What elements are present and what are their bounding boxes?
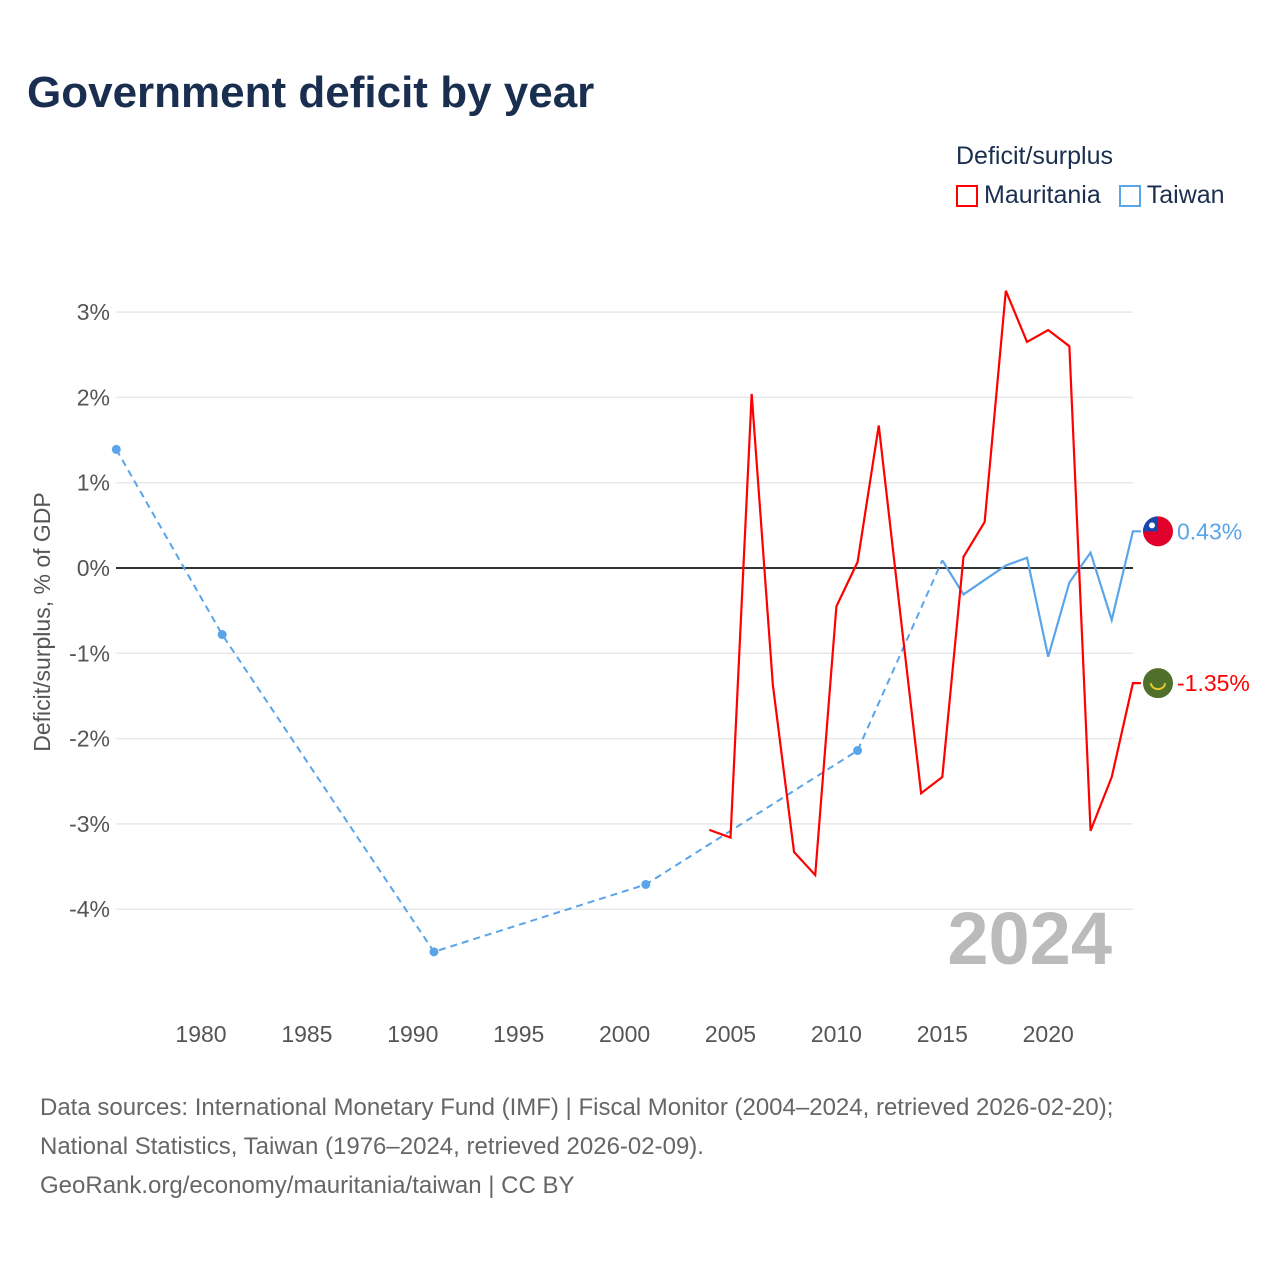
y-tick-label: 0% (77, 555, 110, 581)
mauritania-end-label: -1.35% (1177, 670, 1250, 696)
mauritania-flag-icon (1143, 668, 1173, 699)
source-line: Data sources: International Monetary Fun… (40, 1094, 1114, 1121)
y-tick-label: -4% (69, 896, 110, 922)
mauritania-line (708, 290, 1141, 878)
year-watermark: 2024 (947, 897, 1112, 980)
legend: Deficit/surplus Mauritania Taiwan (956, 142, 1243, 212)
sources: Data sources: International Monetary Fun… (40, 1088, 1113, 1205)
x-tick-label: 2010 (811, 1021, 862, 1047)
taiwan-flag-sun (1149, 522, 1155, 529)
y-tick-label: 1% (77, 470, 110, 496)
taiwan-end-label: 0.43% (1177, 518, 1242, 544)
y-tick-label: 2% (77, 384, 110, 410)
taiwan-line (941, 530, 1141, 658)
source-line: National Statistics, Taiwan (1976–2024, … (40, 1133, 704, 1160)
x-tick-label: 2020 (1023, 1021, 1074, 1047)
legend-item-mauritania[interactable]: Mauritania (956, 181, 1101, 210)
source-link[interactable]: GeoRank.org/economy/mauritania/taiwan | … (40, 1172, 575, 1199)
mauritania-flag-crescent (1150, 682, 1166, 691)
taiwan-data-point (429, 947, 439, 957)
chart-title: Government deficit by year (27, 68, 595, 117)
y-tick-label: 3% (77, 299, 110, 325)
x-tick-label: 1985 (281, 1021, 332, 1047)
x-tick-label: 1980 (175, 1021, 226, 1047)
taiwan-data-point (853, 746, 863, 756)
x-tick-label: 2015 (917, 1021, 968, 1047)
legend-label: Mauritania (984, 181, 1101, 209)
x-tick-label: 1990 (387, 1021, 438, 1047)
taiwan-data-point (111, 444, 121, 454)
legend-item-taiwan[interactable]: Taiwan (1118, 181, 1225, 210)
x-tick-label: 1995 (493, 1021, 544, 1047)
taiwan-data-point (217, 630, 227, 640)
y-tick-label: -2% (69, 726, 110, 752)
legend-swatch (1118, 184, 1141, 207)
legend-label: Taiwan (1146, 181, 1225, 209)
y-tick-label: -3% (69, 811, 110, 837)
x-tick-label: 2005 (705, 1021, 756, 1047)
legend-swatch (956, 184, 978, 207)
y-tick-label: -1% (69, 640, 110, 666)
taiwan-sparse-line (115, 448, 944, 954)
taiwan-data-point (641, 879, 651, 889)
x-tick-label: 2000 (599, 1021, 650, 1047)
legend-title: Deficit/surplus (956, 142, 1113, 170)
y-axis-label: Deficit/surplus, % of GDP (29, 492, 55, 751)
